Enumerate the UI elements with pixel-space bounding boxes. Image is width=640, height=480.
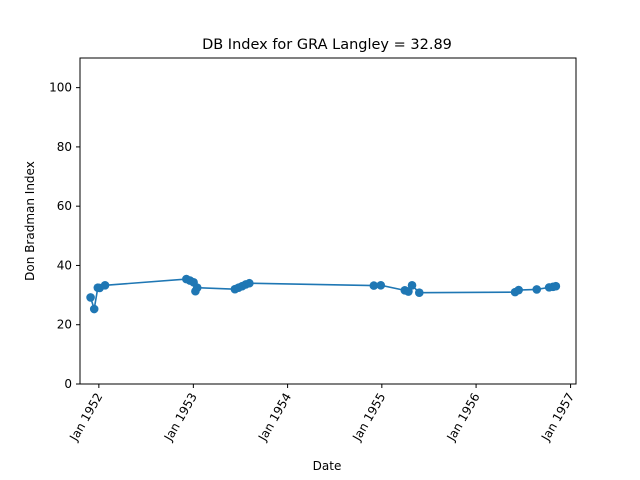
data-point xyxy=(551,281,561,291)
data-point xyxy=(100,281,110,290)
data-point xyxy=(86,293,95,302)
data-point xyxy=(407,281,417,290)
y-tick-label: 20 xyxy=(57,318,72,332)
plot-area-border xyxy=(79,57,577,385)
data-point xyxy=(404,287,413,296)
y-tick-label: 100 xyxy=(49,81,72,95)
x-tick-label: Jan 1955 xyxy=(349,391,388,445)
data-point xyxy=(414,288,424,298)
chart-title: DB Index for GRA Langley = 32.89 xyxy=(202,37,452,53)
y-tick-label: 60 xyxy=(57,199,72,213)
x-tick-label: Jan 1952 xyxy=(66,391,105,445)
y-axis-label: Don Bradman Index xyxy=(23,161,37,281)
x-tick-label: Jan 1953 xyxy=(161,391,200,445)
y-tick-label: 80 xyxy=(57,140,72,154)
data-point xyxy=(376,281,386,290)
x-tick-label: Jan 1954 xyxy=(255,391,294,445)
y-tick-label: 40 xyxy=(57,258,72,272)
data-point xyxy=(245,278,254,288)
y-tick-label: 0 xyxy=(64,377,72,391)
x-tick-label: Jan 1956 xyxy=(444,391,483,445)
series-line xyxy=(89,278,557,310)
x-axis-label: Date xyxy=(313,459,342,473)
data-point xyxy=(192,283,202,292)
series-layer xyxy=(86,274,561,314)
data-point xyxy=(532,285,542,294)
data-point xyxy=(514,285,523,295)
ticks-layer: 0 20 40 60 80 100 Jan 1952 Jan 1953 Jan 1954 Jan … xyxy=(49,81,577,445)
axes-frame xyxy=(79,57,577,385)
x-tick-label: Jan 1957 xyxy=(538,391,577,445)
data-point xyxy=(89,304,99,314)
data-point xyxy=(369,281,379,290)
